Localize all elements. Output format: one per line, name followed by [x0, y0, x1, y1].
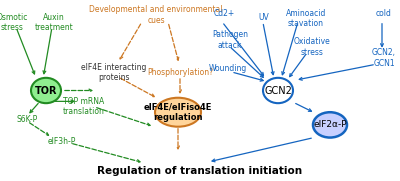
Text: Wounding: Wounding — [209, 64, 247, 73]
Text: Osmotic
stress: Osmotic stress — [0, 13, 28, 32]
Text: Aminoacid
stavation: Aminoacid stavation — [286, 9, 326, 28]
Text: eIF4E interacting
proteins: eIF4E interacting proteins — [81, 63, 147, 82]
Ellipse shape — [313, 112, 347, 138]
Text: Oxidative
stress: Oxidative stress — [294, 37, 330, 57]
Text: GCN2: GCN2 — [264, 85, 292, 96]
Text: Phosphorylation?: Phosphorylation? — [147, 68, 213, 77]
Text: UV: UV — [259, 13, 269, 22]
Text: cold: cold — [376, 9, 392, 18]
Text: S6K-P: S6K-P — [16, 115, 38, 124]
Text: Pathogen
attack: Pathogen attack — [212, 30, 248, 50]
Ellipse shape — [31, 78, 61, 103]
Text: eIF2α-P: eIF2α-P — [313, 120, 347, 129]
Text: eIF4E/elFiso4E
regulation: eIF4E/elFiso4E regulation — [144, 102, 212, 122]
Text: TOP mRNA
translation: TOP mRNA translation — [63, 97, 105, 117]
Ellipse shape — [263, 78, 293, 103]
Text: TOR: TOR — [35, 85, 57, 96]
Ellipse shape — [155, 98, 201, 127]
Text: Developmental and environmental
cues: Developmental and environmental cues — [89, 5, 223, 25]
Text: GCN2,
GCN1: GCN2, GCN1 — [372, 48, 396, 68]
Text: Regulation of translation initiation: Regulation of translation initiation — [98, 166, 302, 176]
Text: Cd2+: Cd2+ — [213, 9, 235, 18]
Text: Auxin
treatment: Auxin treatment — [35, 13, 73, 32]
Text: eIF3h-P: eIF3h-P — [48, 137, 76, 146]
